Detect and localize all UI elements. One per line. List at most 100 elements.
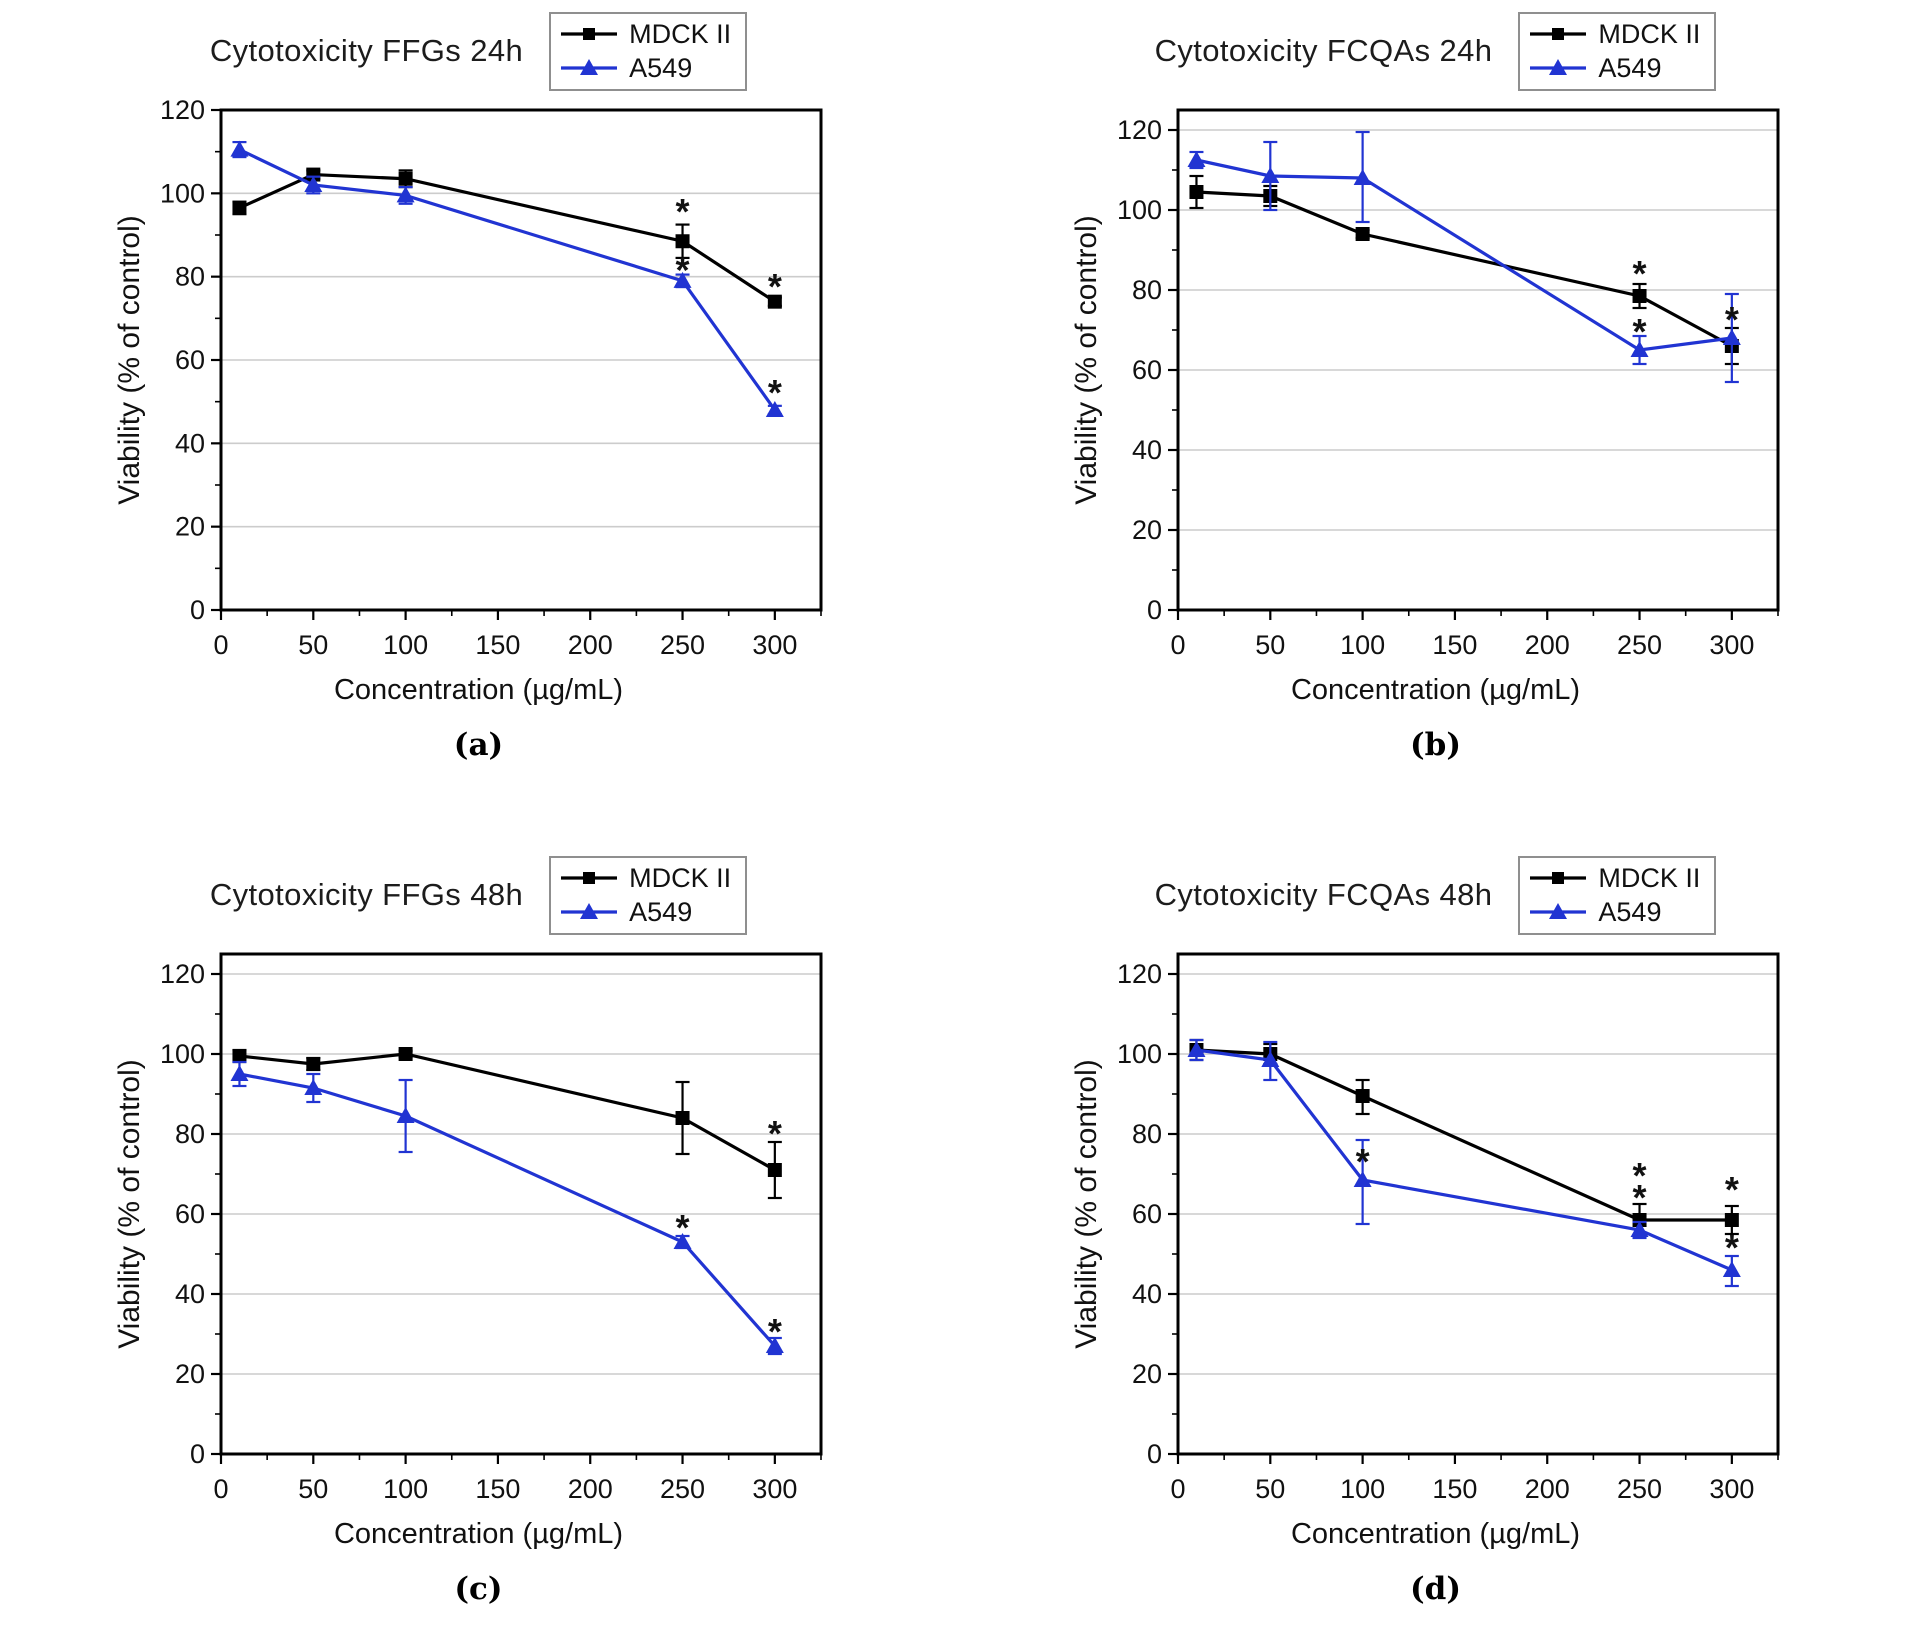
data-point-triangle	[1630, 1221, 1649, 1237]
y-tick-label: 60	[174, 1199, 204, 1229]
axes-layer: 0 20 40 60 80 100 120 0 50 100 150 200 250 300	[159, 952, 822, 1504]
x-tick-label: 250	[1617, 630, 1662, 660]
data-point-square	[675, 1111, 690, 1125]
mdck-line-marker-icon	[561, 28, 618, 40]
data-point-triangle	[229, 1065, 248, 1081]
data-point-triangle	[303, 176, 322, 192]
legend-row-mdck: MDCK II	[559, 863, 731, 894]
data-point-square	[305, 1057, 320, 1071]
chart-d-panel: Cytotoxicity FCQAs 48h MDCK II A549 0 20 4…	[957, 818, 1914, 1636]
legend-row-a549: A549	[559, 53, 731, 84]
chart-a-header: Cytotoxicity FFGs 24h MDCK II A549	[210, 8, 748, 94]
y-tick-label: 0	[1146, 595, 1161, 625]
chart-b-plot: 0 20 40 60 80 100 120 0 50 100 150 200 250 300 Viabili…	[1070, 108, 1779, 660]
significance-star: *	[767, 266, 781, 307]
chart-b-xlabel: Concentration (µg/mL)	[1290, 674, 1581, 706]
significance-star: *	[1632, 311, 1646, 352]
data-point-triangle	[673, 271, 692, 288]
data-point-triangle	[765, 401, 784, 417]
chart-c-plot-wrap: 0 20 40 60 80 100 120 0 50 100 150 200 250 300 Viabili…	[109, 938, 849, 1518]
x-tick-label: 200	[567, 1474, 612, 1504]
y-axis-label: Viability (% of control)	[113, 215, 146, 505]
x-tick-label: 50	[1255, 1474, 1285, 1504]
series-line	[1195, 1048, 1732, 1272]
data-point-triangle	[1186, 1041, 1205, 1057]
chart-d-title: Cytotoxicity FCQAs 48h	[1154, 877, 1493, 912]
x-tick-label: 150	[475, 1474, 520, 1504]
x-tick-label: 0	[1170, 630, 1185, 660]
legend-a549-label: A549	[1598, 52, 1662, 83]
chart-a-panel: Cytotoxicity FFGs 24h MDCK II A549 0 20 40…	[0, 0, 957, 818]
data-point-triangle	[1722, 329, 1741, 345]
x-tick-label: 150	[1432, 1474, 1477, 1504]
chart-d-legend: MDCK II A549	[1518, 855, 1717, 935]
y-tick-label: 100	[1116, 195, 1161, 225]
series-line	[1195, 158, 1732, 352]
y-axis-label: Viability (% of control)	[113, 1059, 146, 1349]
plot-frame	[1176, 952, 1779, 1456]
y-tick-label: 80	[1131, 275, 1161, 305]
legend-mdck-label: MDCK II	[1598, 18, 1701, 49]
y-tick-label: 120	[159, 959, 204, 989]
chart-a-legend: MDCK II A549	[549, 11, 748, 91]
data-point-square	[1188, 185, 1203, 199]
y-tick-label: 40	[174, 1279, 204, 1309]
y-tick-label: 20	[174, 512, 204, 542]
a549-line-marker-icon	[561, 903, 618, 919]
legend-row-mdck: MDCK II	[1528, 863, 1700, 894]
a549-line-marker-icon	[561, 59, 618, 75]
chart-c-caption: (c)	[454, 1571, 503, 1607]
y-axis-label: Viability (% of control)	[1070, 1059, 1103, 1349]
data-point-triangle	[303, 1079, 322, 1095]
y-tick-label: 80	[174, 1119, 204, 1149]
legend-row-mdck: MDCK II	[1528, 19, 1700, 50]
data-point-square	[305, 167, 320, 182]
x-tick-label: 100	[383, 1474, 428, 1504]
x-tick-label: 300	[752, 630, 797, 660]
y-tick-label: 20	[1131, 1359, 1161, 1389]
y-tick-label: 100	[159, 178, 204, 208]
y-tick-label: 100	[159, 1039, 204, 1069]
series-a549	[1186, 130, 1741, 384]
chart-a-caption: (a)	[453, 727, 504, 763]
data-point-triangle	[1353, 1171, 1372, 1187]
legend-mdck-label: MDCK II	[1598, 862, 1701, 893]
y-tick-label: 40	[1131, 1279, 1161, 1309]
data-point-triangle	[673, 1233, 692, 1249]
data-point-square	[1724, 1213, 1739, 1227]
chart-d-header: Cytotoxicity FCQAs 48h MDCK II A549	[1155, 852, 1717, 938]
y-tick-label: 100	[1116, 1039, 1161, 1069]
significance-star: *	[1632, 253, 1646, 294]
plot-frame	[219, 952, 822, 1456]
x-tick-label: 50	[298, 630, 328, 660]
chart-b-panel: Cytotoxicity FCQAs 24h MDCK II A549 0 20 4…	[957, 0, 1914, 818]
legend-a549-label: A549	[629, 52, 693, 83]
data-point-square	[398, 171, 413, 186]
significance-star: *	[1355, 1141, 1369, 1182]
chart-b-caption: (b)	[1409, 727, 1461, 763]
y-tick-label: 120	[159, 95, 204, 125]
x-tick-label: 0	[213, 1474, 228, 1504]
data-point-triangle	[1260, 167, 1279, 183]
y-tick-label: 20	[1131, 515, 1161, 545]
y-axis-label: Viability (% of control)	[1070, 215, 1103, 505]
x-tick-label: 150	[475, 630, 520, 660]
y-tick-label: 40	[1131, 435, 1161, 465]
data-point-triangle	[396, 1107, 415, 1123]
x-tick-label: 300	[752, 1474, 797, 1504]
significance-star: *	[1632, 1155, 1646, 1196]
y-tick-label: 60	[1131, 1199, 1161, 1229]
series-a549	[229, 1060, 784, 1356]
chart-a-xlabel: Concentration (µg/mL)	[333, 674, 624, 706]
series-a549	[229, 140, 784, 417]
significance-star: *	[767, 1113, 781, 1154]
chart-d-xlabel: Concentration (µg/mL)	[1290, 1518, 1581, 1550]
legend-mdck-label: MDCK II	[629, 18, 732, 49]
chart-b-header: Cytotoxicity FCQAs 24h MDCK II A549	[1155, 8, 1717, 94]
series-line	[238, 1072, 776, 1348]
significance-star: *	[1724, 1169, 1738, 1210]
series-line	[1195, 190, 1733, 348]
y-tick-label: 20	[174, 1359, 204, 1389]
series-mdck-ii	[231, 167, 782, 309]
y-tick-label: 0	[189, 1439, 204, 1469]
